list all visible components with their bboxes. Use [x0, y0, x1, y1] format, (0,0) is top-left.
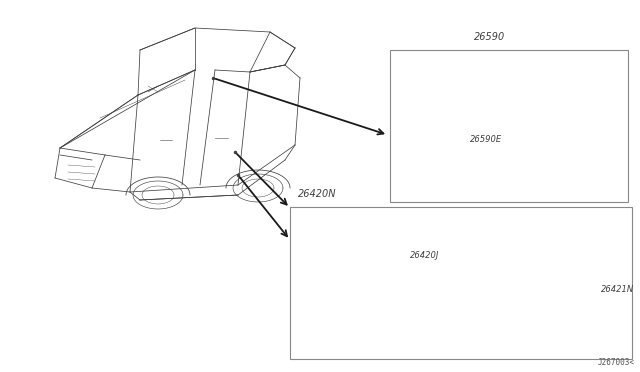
Bar — [290, 207, 632, 359]
Text: J267003<: J267003< — [598, 358, 635, 367]
Text: 26420N: 26420N — [298, 189, 337, 199]
Text: 26590E: 26590E — [470, 135, 502, 144]
Text: 26420J: 26420J — [410, 250, 440, 260]
Text: 26421N: 26421N — [601, 285, 634, 295]
Text: 26590: 26590 — [474, 32, 506, 42]
Bar — [390, 50, 628, 202]
